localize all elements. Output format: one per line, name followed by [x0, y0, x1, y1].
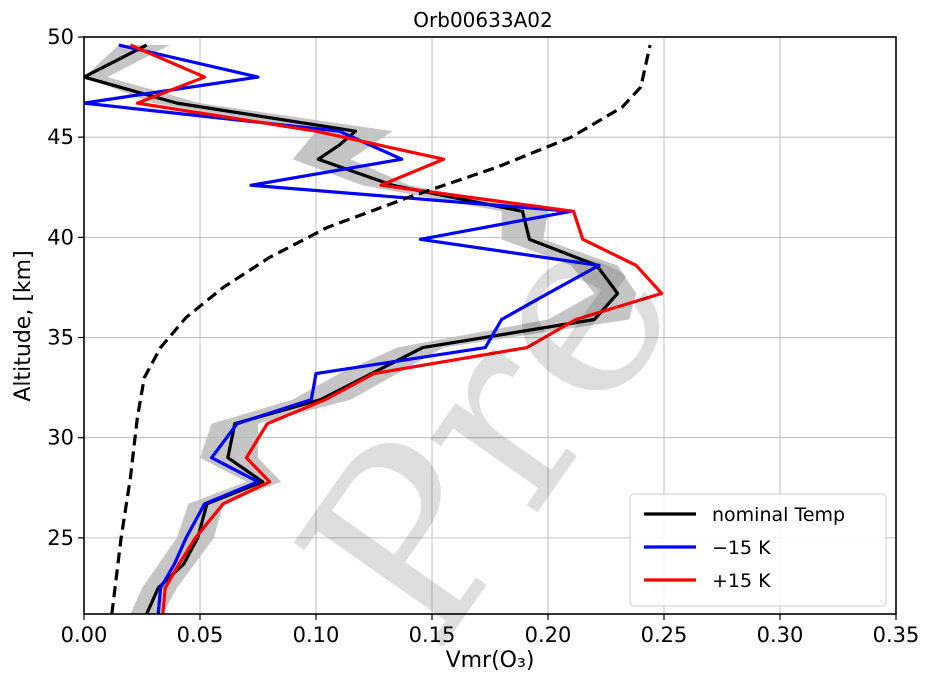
y-axis-label: Altitude, [km]: [11, 250, 36, 401]
tick-layer: 0.00 0.05 0.10 0.15 0.20 0.25 0.30 0.35 25 30 35 40…: [47, 25, 919, 647]
y-tick-label: 40: [47, 225, 74, 249]
chart-title: Orb00633A02: [413, 8, 552, 32]
x-tick-label: 0.25: [641, 623, 688, 647]
legend-label: nominal Temp: [712, 504, 845, 526]
x-tick-label: 0.35: [873, 623, 920, 647]
series-layer: [84, 43, 664, 614]
x-tick-label: 0.15: [409, 623, 456, 647]
y-tick-label: 25: [47, 526, 74, 550]
series-line-2: [129, 43, 664, 614]
legend-label: +15 K: [712, 570, 771, 592]
y-tick-label: 30: [47, 426, 74, 450]
y-tick-label: 50: [47, 25, 74, 49]
series-line-0: [84, 43, 620, 614]
x-tick-label: 0.20: [525, 623, 572, 647]
dashed-profile-line: [110, 44, 652, 614]
plot-frame: [83, 36, 897, 615]
x-axis-label: Vmr(O₃): [446, 648, 535, 673]
x-tick-label: 0.05: [177, 623, 224, 647]
series-line-1: [84, 43, 601, 614]
legend: nominal Temp −15 K +15 K: [629, 493, 887, 607]
x-tick-label: 0.00: [61, 623, 108, 647]
y-tick-label: 35: [47, 326, 74, 350]
legend-box: [629, 493, 887, 607]
legend-label: −15 K: [712, 537, 771, 559]
x-tick-label: 0.30: [757, 623, 804, 647]
y-tick-label: 45: [47, 125, 74, 149]
x-tick-label: 0.10: [293, 623, 340, 647]
